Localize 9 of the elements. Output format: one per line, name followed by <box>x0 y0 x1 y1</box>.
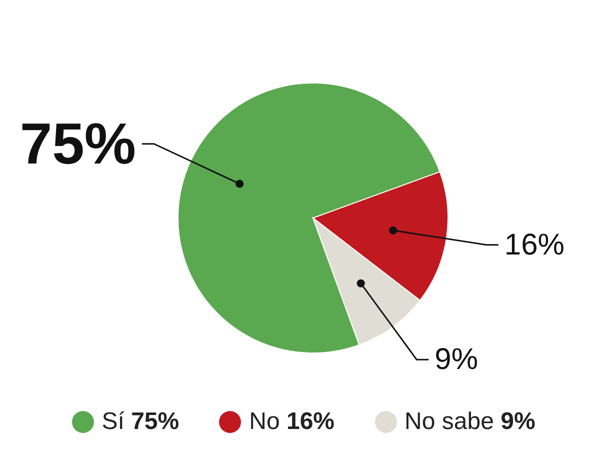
legend-label: Sí <box>102 408 124 435</box>
legend-label: No sabe <box>404 408 494 435</box>
data-label: 9% <box>434 343 478 376</box>
data-label: 16% <box>504 228 564 262</box>
text: 75% <box>131 408 180 435</box>
text: 9% <box>500 408 536 435</box>
data-label: 75% <box>20 111 136 176</box>
legend-label: No <box>249 408 280 435</box>
text: 16% <box>286 408 335 435</box>
